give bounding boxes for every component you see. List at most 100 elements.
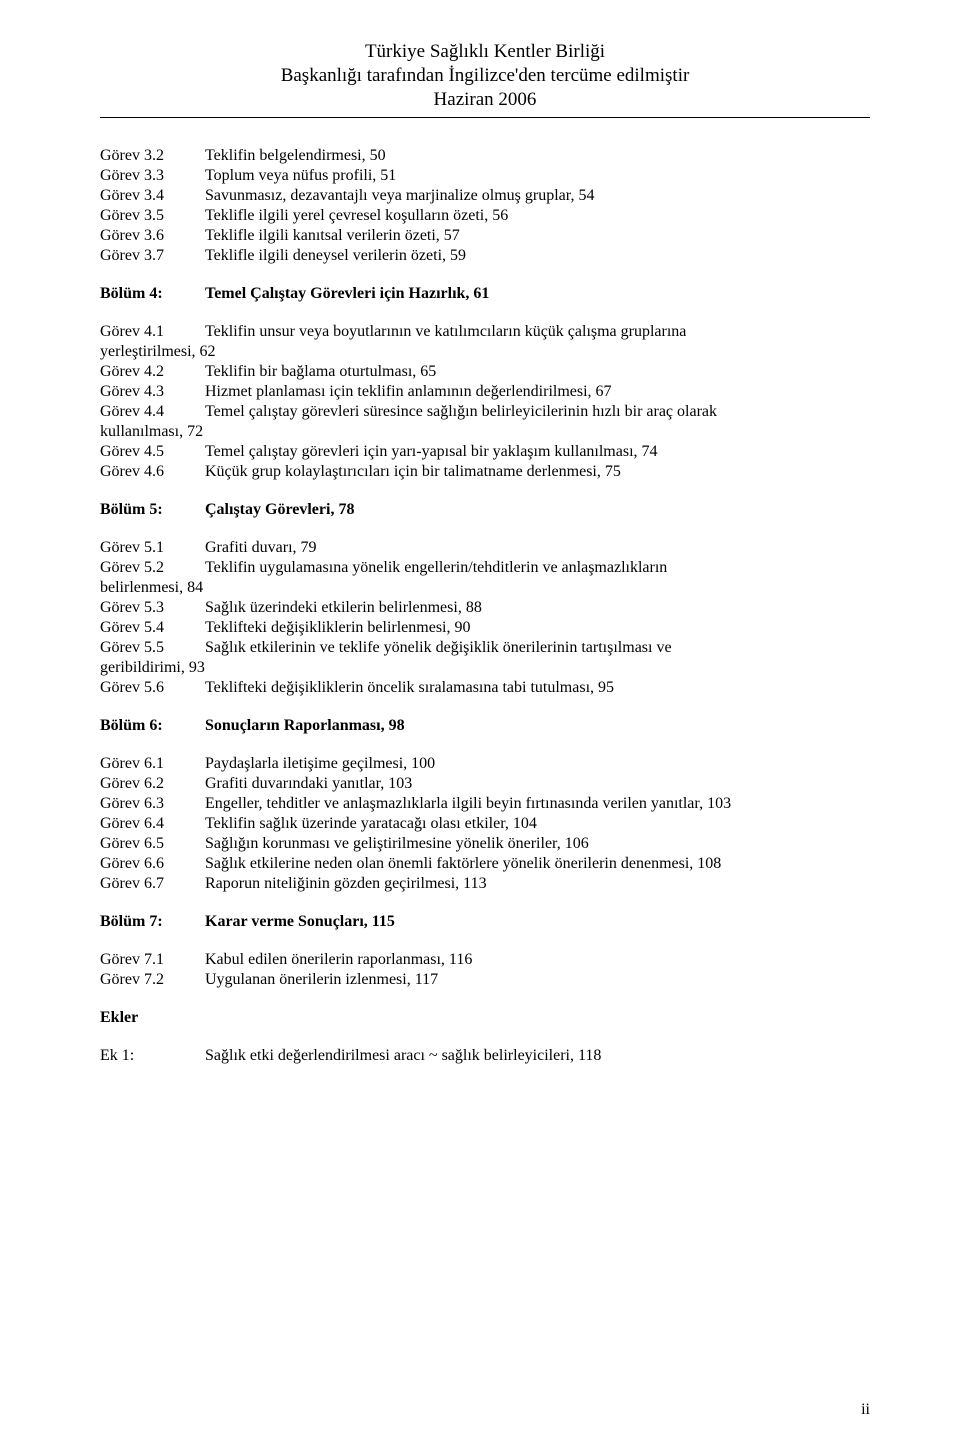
section7-heading: Bölüm 7: Karar verme Sonuçları, 115 bbox=[100, 912, 870, 932]
toc-item: Görev 5.3 Sağlık üzerindeki etkilerin be… bbox=[100, 598, 870, 618]
toc-label: Görev 5.3 bbox=[100, 598, 205, 618]
toc-label: Görev 3.7 bbox=[100, 246, 205, 266]
toc-label: Görev 3.5 bbox=[100, 206, 205, 226]
section-title: Çalıştay Görevleri, 78 bbox=[205, 500, 870, 520]
section-title: Karar verme Sonuçları, 115 bbox=[205, 912, 870, 932]
toc-item: Görev 3.3 Toplum veya nüfus profili, 51 bbox=[100, 166, 870, 186]
toc-text: Savunmasız, dezavantajlı veya marjinaliz… bbox=[205, 186, 870, 206]
section5-items: Görev 5.1 Grafiti duvarı, 79 Görev 5.2 T… bbox=[100, 538, 870, 698]
toc-label: Görev 6.4 bbox=[100, 814, 205, 834]
toc-text: Teklifteki değişikliklerin öncelik sıral… bbox=[205, 678, 870, 698]
header-line3: Haziran 2006 bbox=[100, 88, 870, 112]
section-label: Ekler bbox=[100, 1008, 205, 1028]
section-label: Bölüm 6: bbox=[100, 716, 205, 736]
toc-continuation: belirlenmesi, 84 bbox=[100, 578, 870, 598]
ekler-heading: Ekler bbox=[100, 1008, 870, 1028]
section5-heading: Bölüm 5: Çalıştay Görevleri, 78 bbox=[100, 500, 870, 520]
toc-text: Engeller, tehditler ve anlaşmazlıklarla … bbox=[205, 794, 870, 814]
toc-label: Görev 3.4 bbox=[100, 186, 205, 206]
toc-text: Uygulanan önerilerin izlenmesi, 117 bbox=[205, 970, 870, 990]
toc-text: Temel çalıştay görevleri için yarı-yapıs… bbox=[205, 442, 870, 462]
toc-text: Teklifin belgelendirmesi, 50 bbox=[205, 146, 870, 166]
toc-text: Küçük grup kolaylaştırıcıları için bir t… bbox=[205, 462, 870, 482]
toc-item: Görev 5.1 Grafiti duvarı, 79 bbox=[100, 538, 870, 558]
toc-text: Teklifteki değişikliklerin belirlenmesi,… bbox=[205, 618, 870, 638]
toc-item: Görev 6.3 Engeller, tehditler ve anlaşma… bbox=[100, 794, 870, 814]
toc-label: Görev 4.2 bbox=[100, 362, 205, 382]
toc-item: Görev 3.4 Savunmasız, dezavantajlı veya … bbox=[100, 186, 870, 206]
toc-label: Görev 3.6 bbox=[100, 226, 205, 246]
toc-text: Sağlık etkilerine neden olan önemli fakt… bbox=[205, 854, 870, 874]
toc-text: Teklifin bir bağlama oturtulması, 65 bbox=[205, 362, 870, 382]
toc-label: Görev 7.2 bbox=[100, 970, 205, 990]
toc-text: Teklifle ilgili yerel çevresel koşulları… bbox=[205, 206, 870, 226]
toc-item: Görev 4.6 Küçük grup kolaylaştırıcıları … bbox=[100, 462, 870, 482]
toc-label: Görev 6.6 bbox=[100, 854, 205, 874]
page-number: ii bbox=[861, 1400, 870, 1420]
header-divider bbox=[100, 117, 870, 118]
toc-item: Görev 3.2 Teklifin belgelendirmesi, 50 bbox=[100, 146, 870, 166]
toc-text: Temel çalıştay görevleri süresince sağlı… bbox=[205, 402, 870, 422]
toc-item: Görev 3.7 Teklifle ilgili deneysel veril… bbox=[100, 246, 870, 266]
toc-text: Raporun niteliğinin gözden geçirilmesi, … bbox=[205, 874, 870, 894]
header-line2: Başkanlığı tarafından İngilizce'den terc… bbox=[100, 64, 870, 88]
section6-items: Görev 6.1 Paydaşlarla iletişime geçilmes… bbox=[100, 754, 870, 894]
section6-heading: Bölüm 6: Sonuçların Raporlanması, 98 bbox=[100, 716, 870, 736]
section4-heading: Bölüm 4: Temel Çalıştay Görevleri için H… bbox=[100, 284, 870, 304]
toc-text: Sağlığın korunması ve geliştirilmesine y… bbox=[205, 834, 870, 854]
toc-continuation: kullanılması, 72 bbox=[100, 422, 870, 442]
toc-text: Hizmet planlaması için teklifin anlamını… bbox=[205, 382, 870, 402]
toc-label: Görev 6.5 bbox=[100, 834, 205, 854]
toc-label: Görev 4.5 bbox=[100, 442, 205, 462]
toc-label: Görev 3.3 bbox=[100, 166, 205, 186]
toc-item: Görev 4.2 Teklifin bir bağlama oturtulma… bbox=[100, 362, 870, 382]
toc-label: Görev 5.2 bbox=[100, 558, 205, 578]
toc-text: Grafiti duvarı, 79 bbox=[205, 538, 870, 558]
toc-text: Paydaşlarla iletişime geçilmesi, 100 bbox=[205, 754, 870, 774]
toc-label: Ek 1: bbox=[100, 1046, 205, 1066]
toc-label: Görev 4.6 bbox=[100, 462, 205, 482]
toc-text: Grafiti duvarındaki yanıtlar, 103 bbox=[205, 774, 870, 794]
toc-item: Görev 5.4 Teklifteki değişikliklerin bel… bbox=[100, 618, 870, 638]
toc-text: Teklifin uygulamasına yönelik engellerin… bbox=[205, 558, 870, 578]
section-label: Bölüm 4: bbox=[100, 284, 205, 304]
toc-item: Görev 5.2 Teklifin uygulamasına yönelik … bbox=[100, 558, 870, 578]
toc-label: Görev 4.1 bbox=[100, 322, 205, 342]
toc-item: Görev 4.3 Hizmet planlaması için teklifi… bbox=[100, 382, 870, 402]
toc-item: Görev 4.4 Temel çalıştay görevleri süres… bbox=[100, 402, 870, 422]
toc-label: Görev 5.4 bbox=[100, 618, 205, 638]
toc-item: Görev 6.2 Grafiti duvarındaki yanıtlar, … bbox=[100, 774, 870, 794]
toc-continuation: yerleştirilmesi, 62 bbox=[100, 342, 870, 362]
toc-label: Görev 6.2 bbox=[100, 774, 205, 794]
section7-items: Görev 7.1 Kabul edilen önerilerin raporl… bbox=[100, 950, 870, 990]
toc-item: Görev 5.6 Teklifteki değişikliklerin önc… bbox=[100, 678, 870, 698]
toc-item: Görev 4.5 Temel çalıştay görevleri için … bbox=[100, 442, 870, 462]
toc-item: Görev 6.7 Raporun niteliğinin gözden geç… bbox=[100, 874, 870, 894]
section-label: Bölüm 7: bbox=[100, 912, 205, 932]
document-header: Türkiye Sağlıklı Kentler Birliği Başkanl… bbox=[100, 40, 870, 111]
toc-label: Görev 4.4 bbox=[100, 402, 205, 422]
toc-label: Görev 4.3 bbox=[100, 382, 205, 402]
toc-label: Görev 5.6 bbox=[100, 678, 205, 698]
toc-item: Görev 7.1 Kabul edilen önerilerin raporl… bbox=[100, 950, 870, 970]
toc-item: Görev 3.5 Teklifle ilgili yerel çevresel… bbox=[100, 206, 870, 226]
toc-label: Görev 5.5 bbox=[100, 638, 205, 658]
toc-text: Sağlık etki değerlendirilmesi aracı ~ sa… bbox=[205, 1046, 870, 1066]
toc-label: Görev 7.1 bbox=[100, 950, 205, 970]
section-title: Temel Çalıştay Görevleri için Hazırlık, … bbox=[205, 284, 870, 304]
toc-continuation: geribildirimi, 93 bbox=[100, 658, 870, 678]
toc-item: Görev 6.1 Paydaşlarla iletişime geçilmes… bbox=[100, 754, 870, 774]
toc-text: Teklifin unsur veya boyutlarının ve katı… bbox=[205, 322, 870, 342]
toc-text: Toplum veya nüfus profili, 51 bbox=[205, 166, 870, 186]
toc-item: Görev 5.5 Sağlık etkilerinin ve teklife … bbox=[100, 638, 870, 658]
toc-label: Görev 5.1 bbox=[100, 538, 205, 558]
ekler-items: Ek 1: Sağlık etki değerlendirilmesi arac… bbox=[100, 1046, 870, 1066]
toc-text: Kabul edilen önerilerin raporlanması, 11… bbox=[205, 950, 870, 970]
toc-label: Görev 6.3 bbox=[100, 794, 205, 814]
toc-item: Görev 7.2 Uygulanan önerilerin izlenmesi… bbox=[100, 970, 870, 990]
toc-text: Teklifle ilgili kanıtsal verilerin özeti… bbox=[205, 226, 870, 246]
toc-text: Teklifin sağlık üzerinde yaratacağı olas… bbox=[205, 814, 870, 834]
toc-item: Görev 6.4 Teklifin sağlık üzerinde yarat… bbox=[100, 814, 870, 834]
toc-label: Görev 6.7 bbox=[100, 874, 205, 894]
section-title: Sonuçların Raporlanması, 98 bbox=[205, 716, 870, 736]
